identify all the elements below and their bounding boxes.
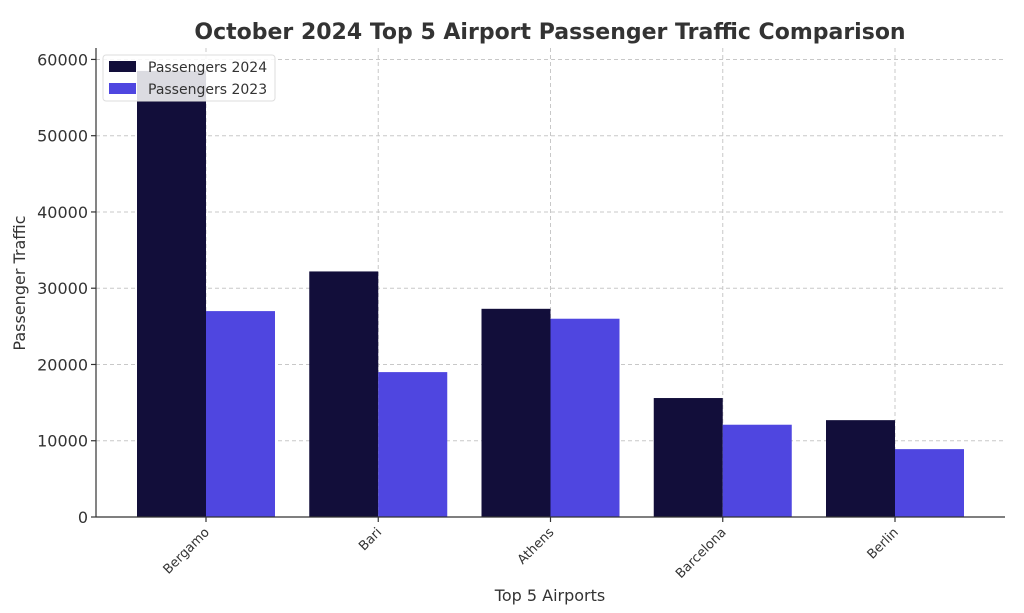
bar-passengers-2023-barcelona	[722, 424, 792, 517]
x-tick-label-bergamo: Bergamo	[161, 525, 213, 577]
legend-swatch-passengers-2024	[109, 61, 136, 72]
bar-passengers-2024-berlin	[826, 420, 895, 517]
y-tick-label: 0	[78, 508, 88, 527]
y-tick-label: 60000	[37, 50, 88, 69]
x-tick-label-berlin: Berlin	[865, 525, 902, 562]
bar-passengers-2024-bari	[309, 271, 379, 517]
bar-passengers-2023-berlin	[895, 449, 964, 517]
bar-passengers-2023-bergamo	[206, 311, 275, 517]
y-tick-label: 30000	[37, 279, 88, 298]
y-tick-label: 50000	[37, 127, 88, 146]
legend-label-passengers-2023: Passengers 2023	[148, 82, 267, 98]
legend-label-passengers-2024: Passengers 2024	[148, 60, 267, 76]
bars	[137, 70, 964, 517]
bar-passengers-2023-bari	[378, 372, 448, 517]
x-tick-label-athens: Athens	[515, 525, 558, 568]
x-tick-label-bari: Bari	[356, 525, 385, 554]
bar-passengers-2024-athens	[481, 308, 551, 517]
legend-box	[102, 54, 276, 102]
y-tick-label: 20000	[37, 355, 88, 374]
y-tick-label: 40000	[37, 203, 88, 222]
bar-passengers-2024-bergamo	[137, 70, 206, 517]
bar-passengers-2024-barcelona	[653, 398, 723, 517]
x-axis-label: Top 5 Airports	[494, 586, 605, 605]
y-axis-label: Passenger Traffic	[10, 215, 29, 350]
y-tick-label: 10000	[37, 432, 88, 451]
x-axis-ticks: Bergamo Bari Athens Barcelona Berlin	[161, 517, 902, 582]
legend-swatch-passengers-2023	[109, 83, 136, 94]
legend: Passengers 2024 Passengers 2023	[102, 54, 276, 102]
bar-passengers-2023-athens	[550, 318, 620, 517]
chart-title: October 2024 Top 5 Airport Passenger Tra…	[194, 20, 905, 45]
x-tick-label-barcelona: Barcelona	[673, 525, 729, 581]
y-axis-ticks: 0 10000 20000 30000 40000 50000 60000	[37, 50, 96, 527]
